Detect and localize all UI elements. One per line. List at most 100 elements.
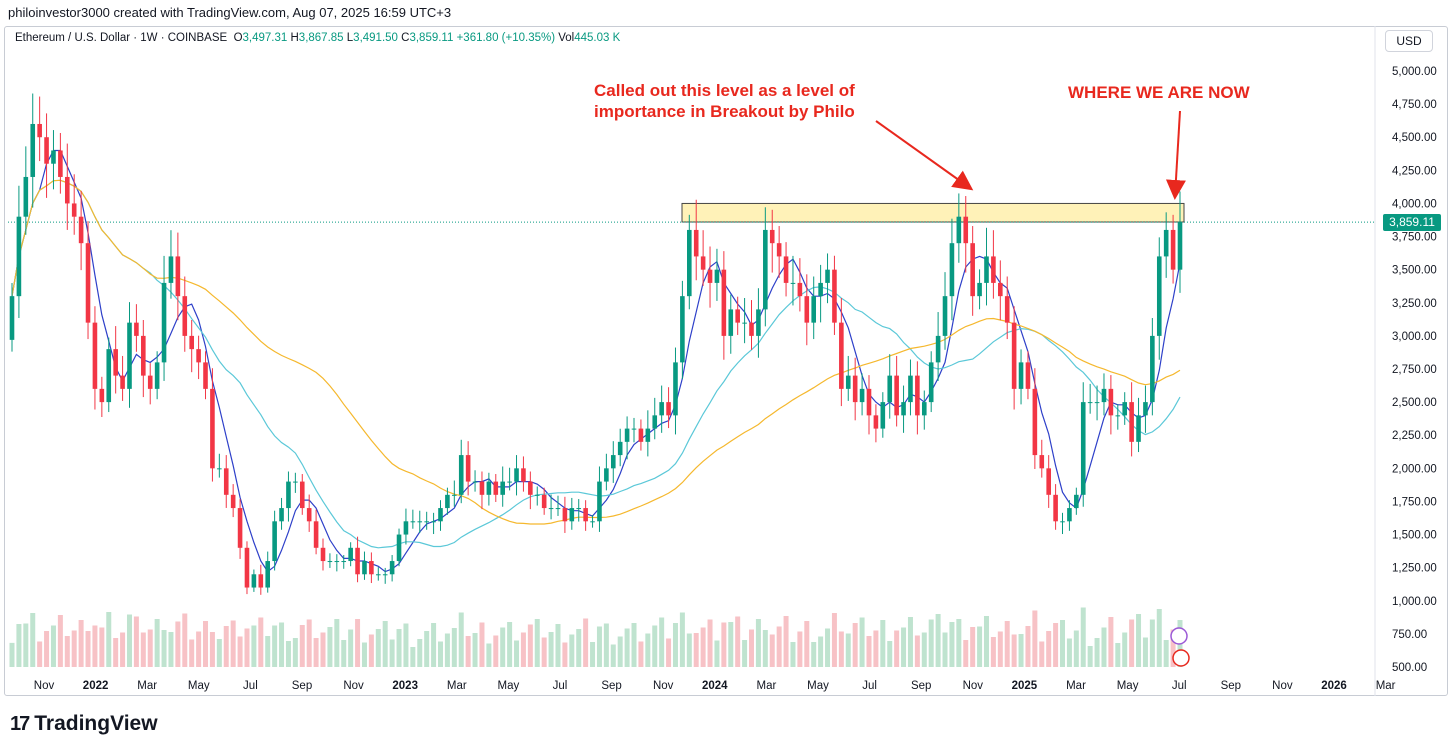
candle-body (134, 322, 139, 336)
volume-bar (458, 612, 464, 667)
volume-bar (659, 617, 665, 667)
candle-body (811, 296, 817, 323)
candle-body (880, 402, 886, 429)
volume-bar (1039, 641, 1045, 667)
volume-bar (638, 641, 644, 667)
candle-body (465, 455, 471, 482)
candle-body (935, 335, 941, 363)
volume-bar (541, 637, 547, 667)
volume-bar (313, 638, 319, 667)
candle-body (1136, 415, 1141, 442)
y-tick-label: 1,500.00 (1392, 530, 1437, 542)
candle-body (991, 256, 996, 283)
candle-body (479, 481, 485, 495)
currency-button[interactable]: USD (1385, 30, 1433, 52)
volume-bar (1136, 614, 1142, 667)
volume-bar (244, 628, 250, 667)
volume-bar (997, 631, 1003, 667)
y-tick-label: 750.00 (1392, 629, 1427, 641)
candle-body (921, 402, 927, 416)
candle-body (286, 481, 291, 509)
candle-body (617, 441, 623, 456)
x-tick-label: Nov (1272, 680, 1293, 692)
candle-body (590, 521, 595, 523)
candle-body (1101, 388, 1107, 403)
candle-body (680, 296, 685, 363)
candle-body (714, 269, 720, 283)
candle-body (673, 362, 678, 416)
volume-bar (203, 621, 209, 667)
volume-bar (30, 613, 36, 667)
volume-bar (825, 628, 831, 667)
volume-bar (368, 634, 374, 667)
volume-bar (285, 641, 291, 667)
y-tick-label: 1,000.00 (1392, 596, 1437, 608)
volume-bar (327, 627, 333, 667)
candle-body (410, 521, 416, 523)
candle-body (652, 415, 658, 429)
candle-body (389, 561, 395, 575)
volume-bar (223, 626, 229, 667)
volume-bar (914, 635, 920, 667)
volume-bar (1115, 643, 1121, 667)
volume-bar (472, 633, 478, 667)
open-label: O (233, 32, 243, 44)
x-tick-label: Jul (862, 680, 877, 692)
y-tick-label: 4,500.00 (1392, 132, 1437, 144)
candle-body (507, 481, 512, 483)
x-tick-label: Mar (447, 680, 467, 692)
volume-bar (797, 631, 803, 667)
volume-bar (666, 638, 672, 667)
attribution-header: philoinvestor3000 created with TradingVi… (8, 5, 452, 20)
volume-bar (514, 640, 520, 667)
candle-body (99, 388, 105, 403)
last-price-tag: 3,859.11 (1383, 214, 1441, 231)
candle-body (223, 468, 229, 495)
candle-body (852, 375, 858, 403)
candle-body (832, 269, 837, 323)
candle-body (493, 481, 499, 495)
volume-bar (583, 618, 589, 667)
candle-body (576, 508, 582, 510)
candle-body (16, 216, 22, 297)
open-value: 3,497.31 (242, 32, 288, 44)
candle-body (30, 123, 36, 177)
volume-bar (804, 621, 810, 667)
x-tick-label: Jul (1172, 680, 1187, 692)
candle-body (756, 309, 761, 336)
volume-bar (928, 619, 934, 667)
ma-mid-line (11, 179, 1181, 549)
candle-body (866, 388, 872, 416)
volume-bar (9, 642, 15, 667)
symbol-legend: Ethereum / U.S. Dollar · 1W · COINBASE O… (15, 32, 620, 44)
y-tick-label: 3,500.00 (1392, 265, 1437, 277)
candle-body (528, 481, 533, 495)
candle-body (306, 508, 312, 522)
y-tick-label: 4,000.00 (1392, 198, 1437, 210)
candle-body (839, 322, 844, 389)
symbol-name[interactable]: Ethereum / U.S. Dollar · 1W · COINBASE (15, 32, 228, 44)
y-tick-label: 4,750.00 (1392, 99, 1437, 111)
candle-body (334, 561, 340, 563)
volume-bar (569, 634, 575, 667)
candle-body (928, 362, 934, 403)
candle-body (1143, 402, 1148, 416)
y-tick-label: 1,750.00 (1392, 496, 1437, 508)
candle-body (161, 282, 167, 363)
volume-bar (16, 624, 22, 667)
tradingview-logo[interactable]: 17 TradingView (10, 712, 158, 736)
volume-bar (334, 619, 340, 667)
resistance-zone (681, 202, 1185, 223)
candle-body (258, 574, 264, 588)
candle-body (1025, 362, 1031, 389)
x-tick-label: Mar (1066, 680, 1086, 692)
volume-bar (292, 638, 298, 667)
volume-bar (859, 617, 865, 667)
x-tick-label: Jul (553, 680, 568, 692)
volume-bar (1101, 627, 1107, 667)
volume-bar (403, 623, 409, 667)
volume-bar (355, 619, 361, 667)
volume-bar (1094, 638, 1100, 667)
volume-bar (1149, 619, 1155, 667)
